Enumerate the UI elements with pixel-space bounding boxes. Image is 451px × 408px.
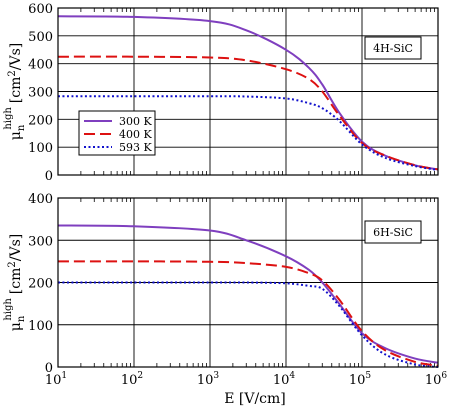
x-tick-label: 104 [273,371,296,388]
y-tick-label: 200 [28,277,53,292]
legend-entry: 593 K [119,141,152,154]
y-tick-label: 0 [45,361,53,376]
y-tick-label: 400 [28,58,53,73]
y-tick-label: 100 [28,141,53,156]
material-tag-box [364,220,422,244]
y-tick-label: 100 [28,319,53,334]
y-tick-label: 600 [28,2,53,17]
y-axis-label: μnhigh[cm2/Vs] [3,43,27,140]
x-tick-label: 105 [349,371,372,388]
panel-4h-sic: 0 100 200 300 400 500 600 4H-SiC μnhigh[cm2/Vs] [3,2,439,184]
series-line-300-k [57,224,439,364]
x-axis-label: E [V/cm] [224,391,286,407]
y-tick-label: 400 [28,192,53,207]
x-tick-label: 102 [121,371,143,388]
x-tick-label: 106 [425,371,448,388]
y-axis-label: μnhigh[cm2/Vs] [3,234,27,331]
panel-6h-sic: 0 100 200 300 400 6H-SiC μnhigh[cm2/Vs] 101 102 1… [3,192,447,388]
material-tag-box [364,36,422,60]
material-tag: 6H-SiC [373,226,413,239]
plot-frame [57,197,439,368]
series-line-300-k [57,15,439,171]
y-tick-label: 500 [28,30,53,45]
legend-entry: 400 K [119,128,152,141]
x-tick-label: 103 [197,371,220,388]
y-tick-label: 300 [28,234,53,249]
y-tick-label: 200 [28,113,53,128]
material-tag: 4H-SiC [373,42,413,55]
y-tick-label: 300 [28,86,53,101]
plot-frame [57,7,439,176]
x-tick-label: 101 [45,371,67,388]
series-line-400-k [57,55,439,171]
series-line-593-k [57,281,439,368]
legend-entry: 300 K [119,115,152,128]
series-line-593-k [58,95,439,171]
series-line-400-k [57,260,439,367]
y-tick-label: 0 [45,169,53,184]
